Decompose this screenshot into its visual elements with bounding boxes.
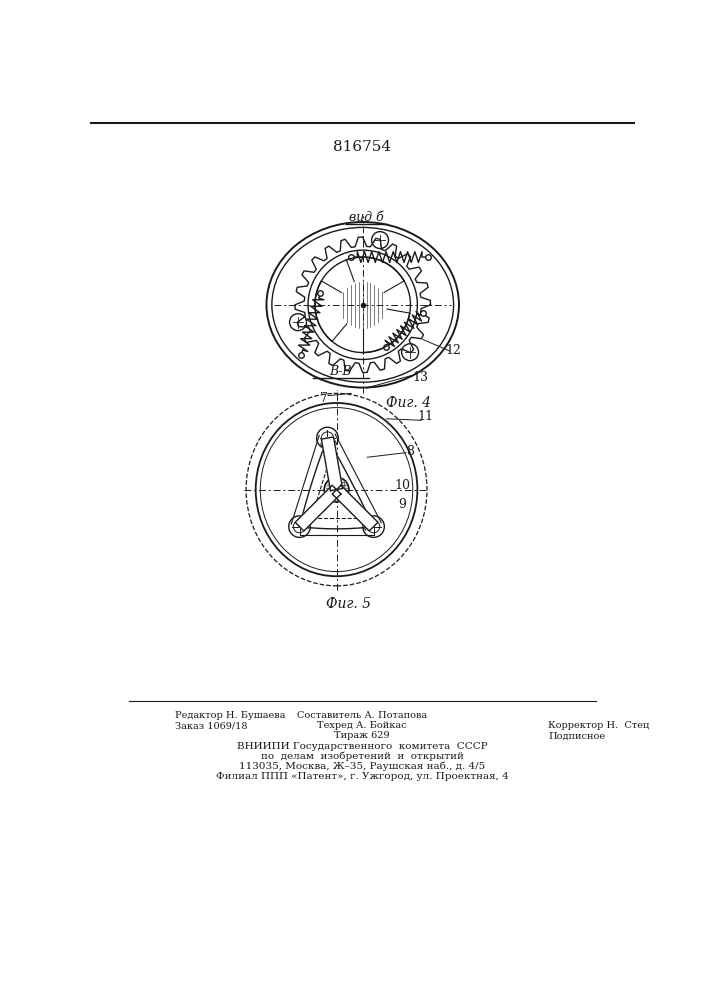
- Circle shape: [288, 516, 310, 537]
- Circle shape: [368, 520, 380, 533]
- Text: Тираж 629: Тираж 629: [334, 732, 390, 740]
- Text: 9: 9: [398, 498, 406, 512]
- Text: 13: 13: [412, 371, 428, 384]
- Text: вид б: вид б: [349, 211, 384, 224]
- Polygon shape: [295, 485, 341, 531]
- Circle shape: [321, 432, 334, 444]
- Text: Техред А. Бойкас: Техред А. Бойкас: [317, 721, 407, 730]
- Circle shape: [290, 314, 307, 331]
- Text: 12: 12: [445, 344, 462, 358]
- Text: В-В: В-В: [329, 365, 351, 378]
- Text: 113035, Москва, Ж–35, Раушская наб., д. 4/5: 113035, Москва, Ж–35, Раушская наб., д. …: [239, 761, 485, 771]
- Circle shape: [315, 257, 411, 353]
- Circle shape: [325, 477, 349, 502]
- Circle shape: [363, 516, 385, 537]
- Text: ВНИИПИ Государственного  комитета  СССР: ВНИИПИ Государственного комитета СССР: [237, 742, 487, 751]
- Text: 8: 8: [406, 445, 414, 458]
- Text: Филиал ППП «Патент», г. Ужгород, ул. Проектная, 4: Филиал ППП «Патент», г. Ужгород, ул. Про…: [216, 772, 508, 781]
- Circle shape: [372, 232, 389, 249]
- Text: 816754: 816754: [333, 140, 391, 154]
- Text: Подписное: Подписное: [549, 732, 605, 740]
- Text: по  делам  изобретений  и  открытий: по делам изобретений и открытий: [260, 751, 463, 761]
- Text: Редактор Н. Бушаева: Редактор Н. Бушаева: [175, 711, 285, 720]
- Text: Корректор Н.  Стец: Корректор Н. Стец: [549, 721, 650, 730]
- Text: Фиг. 5: Фиг. 5: [326, 597, 370, 611]
- Text: 10: 10: [394, 479, 410, 492]
- Circle shape: [347, 289, 378, 320]
- Text: Заказ 1069/18: Заказ 1069/18: [175, 721, 247, 730]
- Circle shape: [338, 280, 387, 329]
- Text: 11: 11: [417, 410, 433, 423]
- Text: 7: 7: [320, 392, 328, 405]
- Circle shape: [317, 427, 338, 449]
- Circle shape: [308, 250, 417, 359]
- Polygon shape: [322, 437, 343, 491]
- Text: Составитель А. Потапова: Составитель А. Потапова: [297, 711, 427, 720]
- Circle shape: [352, 294, 373, 316]
- Text: Фиг. 4: Фиг. 4: [386, 396, 431, 410]
- Circle shape: [402, 344, 419, 361]
- Circle shape: [293, 520, 305, 533]
- Polygon shape: [332, 485, 378, 531]
